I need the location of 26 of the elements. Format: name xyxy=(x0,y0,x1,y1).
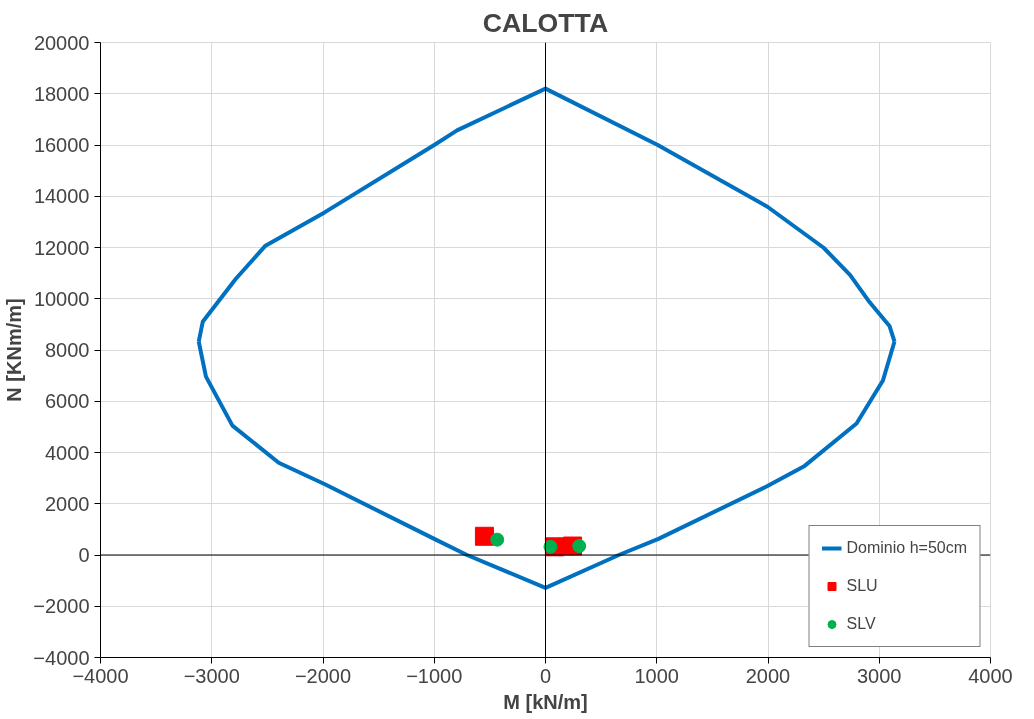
legend-label: SLV xyxy=(846,615,876,633)
y-axis-title: N [KNm/m] xyxy=(3,298,26,402)
y-tick-label: 14000 xyxy=(33,185,90,208)
x-tick-label: 2000 xyxy=(745,664,791,687)
x-tick-label: −2000 xyxy=(294,664,352,687)
y-tick-label: 16000 xyxy=(33,134,90,156)
y-tick-label: 8000 xyxy=(45,339,90,361)
y-tick-label: 18000 xyxy=(33,82,90,105)
legend-label: Dominio h=50cm xyxy=(846,539,967,557)
y-tick-label: 2000 xyxy=(45,492,90,515)
legend-label: SLU xyxy=(846,577,878,595)
x-tick-label: −1000 xyxy=(406,664,463,687)
y-tick-label: −2000 xyxy=(33,595,90,618)
x-tick-label: 0 xyxy=(539,664,552,687)
x-axis-title: M [kN/m] xyxy=(503,690,588,713)
x-tick-label: 3000 xyxy=(857,664,902,687)
y-tick-label: 4000 xyxy=(45,441,90,464)
x-tick-label: 4000 xyxy=(968,664,1013,687)
y-tick-label: 20000 xyxy=(33,31,90,54)
y-tick-label: 6000 xyxy=(45,390,90,413)
x-tick-label: 1000 xyxy=(634,664,679,687)
x-tick-label: −3000 xyxy=(183,664,240,687)
y-tick-label: 0 xyxy=(78,544,90,566)
y-tick-label: 10000 xyxy=(33,287,90,310)
y-tick-label: 12000 xyxy=(33,236,90,259)
chart-title: CALOTTA xyxy=(482,7,609,38)
